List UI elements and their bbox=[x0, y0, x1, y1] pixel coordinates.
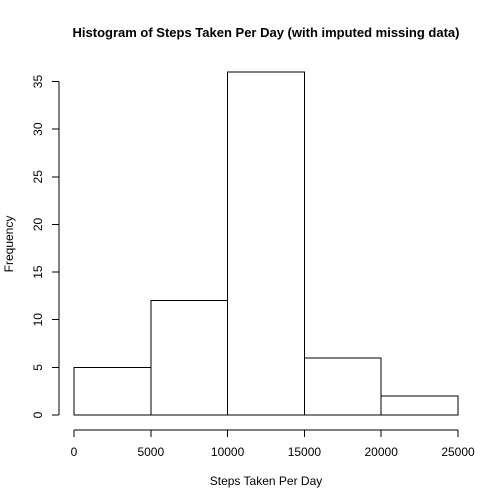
y-tick-label-25: 25 bbox=[31, 170, 45, 184]
histogram-bar-4 bbox=[303, 357, 382, 416]
histogram-bar-5 bbox=[380, 395, 459, 416]
y-tick-label-20: 20 bbox=[31, 217, 45, 231]
histogram-bar-1 bbox=[73, 366, 152, 416]
y-tick-label-0: 0 bbox=[31, 411, 45, 418]
chart-title: Histogram of Steps Taken Per Day (with i… bbox=[73, 25, 460, 40]
y-tick-label-15: 15 bbox=[31, 265, 45, 279]
x-tick-label-0: 0 bbox=[71, 445, 78, 459]
y-axis-label: Frequency bbox=[2, 216, 16, 273]
x-axis: 0 5000 10000 15000 20000 25000 bbox=[71, 429, 475, 459]
x-tick-label-25000: 25000 bbox=[441, 445, 475, 459]
histogram-bars bbox=[73, 71, 459, 416]
histogram-bar-2 bbox=[150, 300, 229, 416]
x-tick-label-10000: 10000 bbox=[211, 445, 245, 459]
y-axis: 0 5 10 15 20 25 30 35 bbox=[31, 75, 60, 418]
x-tick-label-5000: 5000 bbox=[137, 445, 164, 459]
y-tick-label-35: 35 bbox=[31, 75, 45, 89]
y-tick-label-5: 5 bbox=[31, 364, 45, 371]
x-tick-label-20000: 20000 bbox=[365, 445, 399, 459]
y-tick-label-30: 30 bbox=[31, 122, 45, 136]
histogram-bar-3 bbox=[227, 71, 305, 416]
y-tick-label-10: 10 bbox=[31, 313, 45, 327]
x-tick-label-15000: 15000 bbox=[288, 445, 322, 459]
x-axis-label: Steps Taken Per Day bbox=[210, 474, 323, 488]
